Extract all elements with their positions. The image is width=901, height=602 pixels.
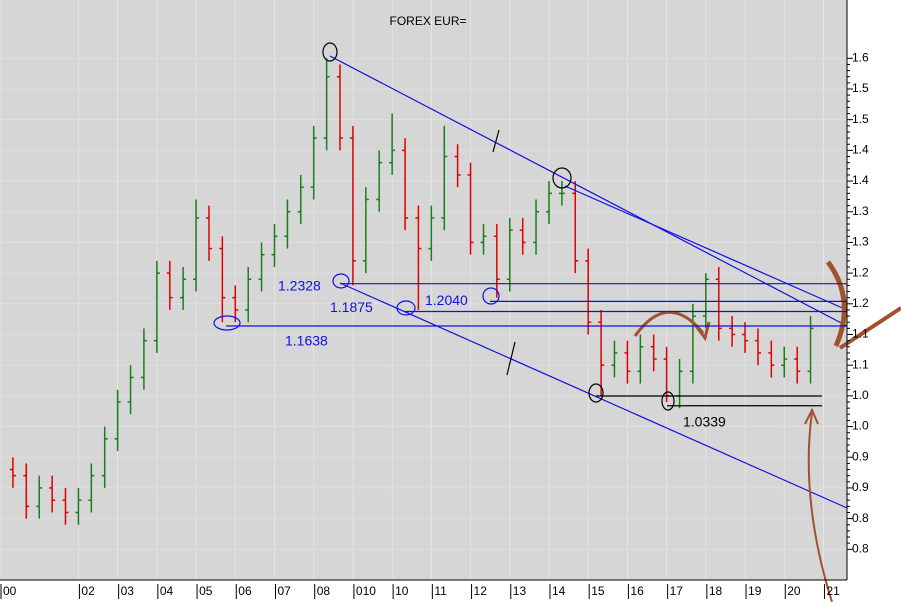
grid	[0, 0, 847, 580]
x-tick-label: 03	[121, 584, 135, 598]
y-tick-label: 0.9	[852, 480, 869, 494]
x-tick-label: 05	[199, 584, 213, 598]
x-tick-label: 17	[670, 584, 684, 598]
x-tick-label: 13	[513, 584, 527, 598]
y-tick-label: 1.5	[852, 112, 869, 126]
y-tick-label: 0.8	[852, 511, 869, 525]
arrow	[807, 411, 833, 602]
y-tick-label: 1.0	[852, 388, 869, 402]
trend-line	[329, 55, 848, 327]
level-label: 1.1875	[330, 299, 373, 315]
x-tick-label: 12	[474, 584, 488, 598]
x-tick-label: 14	[552, 584, 566, 598]
annotations: 1.2328 1.2040 1.1875 1.1638 1.0339	[213, 42, 901, 602]
y-tick-label: 1.5	[852, 81, 869, 95]
circle-marker	[482, 287, 500, 305]
y-tick-label: 1.3	[852, 235, 869, 249]
chart-title: FOREX EUR=	[389, 14, 466, 28]
bars	[9, 58, 814, 525]
arrowhead	[694, 321, 711, 342]
arrowhead	[804, 407, 819, 425]
x-tick-label: 08	[317, 584, 331, 598]
y-tick-label: 0.9	[852, 449, 869, 463]
x-tick-label: 15	[591, 584, 605, 598]
x-tick-label: 19	[748, 584, 762, 598]
x-tick-label: 11	[434, 584, 447, 598]
y-tick-label: 1.1	[852, 327, 869, 341]
y-tick-label: 1.4	[852, 173, 869, 187]
y-tick-label: 1.1	[852, 357, 869, 371]
x-tick-label: 04	[160, 584, 174, 598]
level-label: 1.1638	[285, 333, 328, 349]
circle-marker	[213, 315, 241, 331]
trend-line	[339, 282, 848, 509]
x-tick-label: 18	[709, 584, 723, 598]
y-tick-label: 1.0	[852, 419, 869, 433]
level-label: 1.0339	[683, 413, 726, 429]
y-tick-label: 0.8	[852, 541, 869, 555]
x-tick-label: 07	[277, 584, 291, 598]
circle-marker	[332, 273, 350, 289]
x-tick-label: 16	[630, 584, 644, 598]
y-tick-label: 1.3	[852, 204, 869, 218]
x-tick-label: 10	[395, 584, 409, 598]
circle-marker	[396, 300, 416, 316]
x-tick-label: 010	[356, 584, 376, 598]
x-tick-label: 06	[238, 584, 252, 598]
y-tick-label: 1.4	[852, 143, 869, 157]
trend-line	[564, 185, 848, 311]
plot-background	[0, 0, 847, 580]
x-tick-label: 00	[3, 584, 17, 598]
circle-marker	[588, 383, 604, 403]
bracket	[825, 260, 847, 347]
x-tick-label: 20	[787, 584, 801, 598]
slash-mark	[506, 341, 516, 376]
x-tick-label: 21	[826, 584, 840, 598]
y-tick-label: 1.6	[852, 50, 869, 64]
arrow	[838, 306, 901, 350]
circle-marker	[322, 42, 338, 62]
axes: 1.6 1.5 1.5 1.4 1.4 1.3 1.3 1.2 1.2 1.1 1.1 1.0 1.0 0…	[0, 50, 869, 599]
circle-marker	[552, 167, 572, 189]
y-tick-label: 1.2	[852, 265, 869, 279]
arrow	[633, 310, 705, 337]
y-tick-label: 1.2	[852, 296, 869, 310]
level-label: 1.2040	[425, 292, 468, 308]
x-tick-label: 02	[81, 584, 95, 598]
level-label: 1.2328	[278, 277, 321, 293]
circle-marker	[661, 391, 675, 411]
slash-mark	[492, 129, 500, 153]
